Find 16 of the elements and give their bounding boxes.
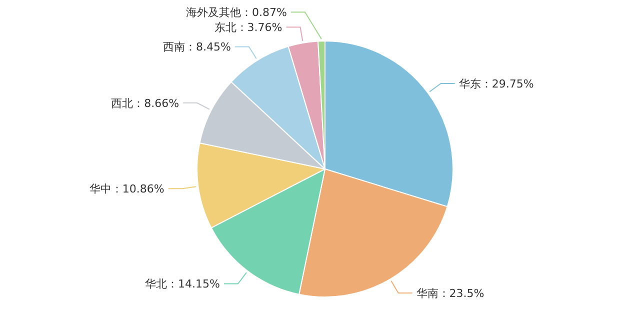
slice-label: 西北	[111, 96, 134, 110]
slice-label: 华北	[145, 278, 168, 291]
data-label: ：14.15%	[167, 278, 220, 291]
data-label: ：8.45%	[185, 40, 231, 54]
slice-label: 华东	[458, 77, 481, 90]
data-label: ：0.87%	[241, 6, 287, 20]
data-label: ：10.86%	[111, 182, 164, 196]
data-label: ：23.5%	[438, 286, 484, 300]
slice-label: 西南	[163, 40, 185, 54]
slice-label: 华中	[89, 182, 112, 196]
slice-label: 海外及其他	[186, 6, 242, 20]
data-label: ：8.66%	[133, 96, 180, 110]
slice-label: 东北	[214, 21, 236, 34]
slice-label: 华南	[416, 286, 438, 300]
data-label: ：3.76%	[236, 21, 282, 34]
data-label: ：29.75%	[480, 77, 534, 90]
